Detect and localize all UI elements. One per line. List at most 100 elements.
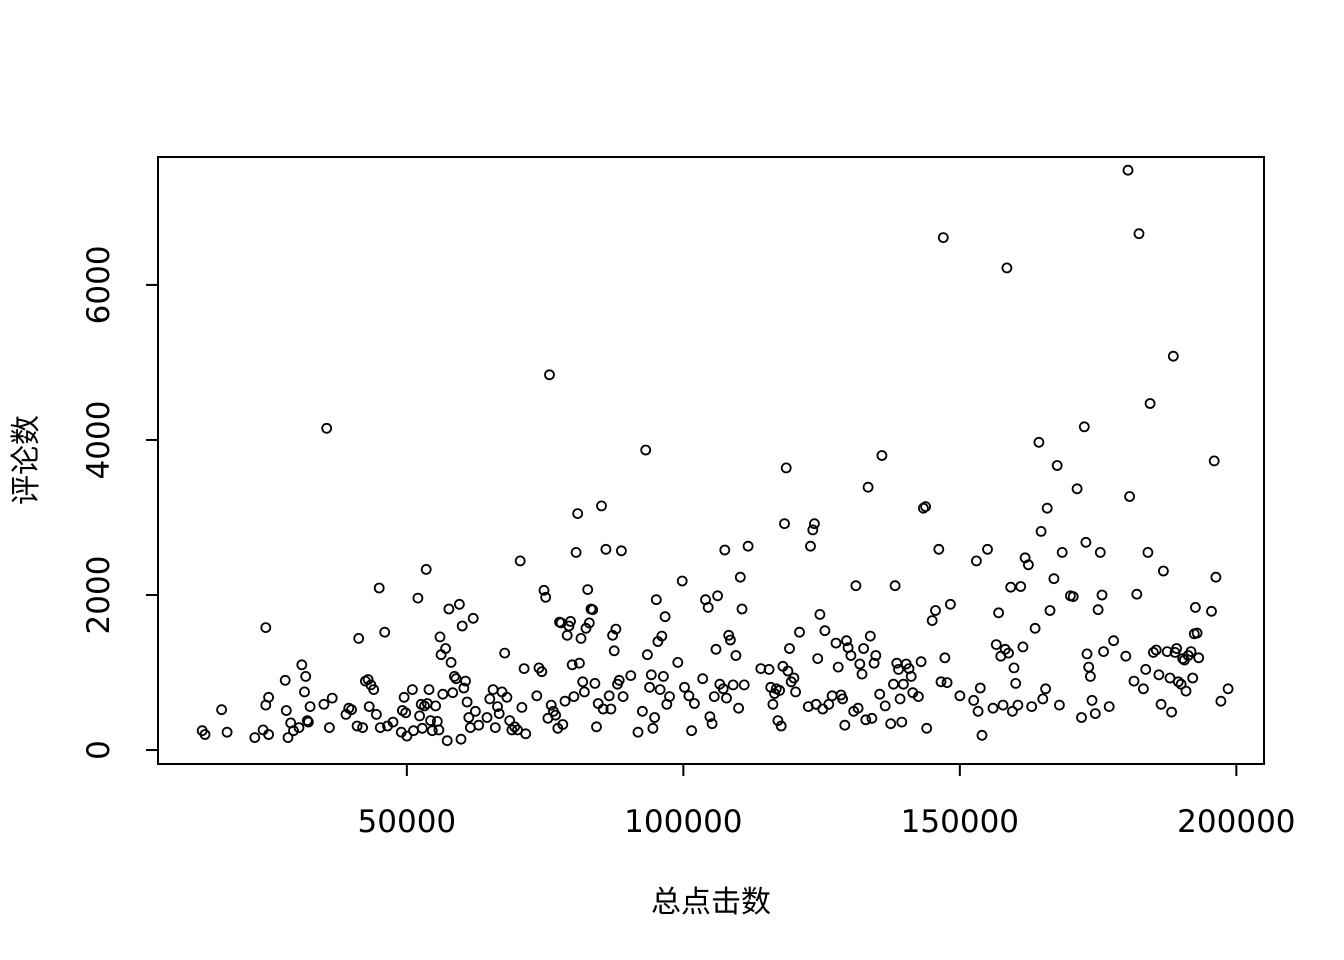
data-point <box>509 721 521 733</box>
data-point <box>582 584 594 595</box>
data-point <box>654 684 666 695</box>
data-point <box>1054 699 1065 711</box>
data-point <box>987 702 999 714</box>
data-point <box>1007 705 1018 717</box>
data-point <box>852 702 864 714</box>
data-point <box>516 702 528 713</box>
data-point <box>640 444 652 456</box>
data-point <box>659 611 671 623</box>
data-point <box>647 722 659 734</box>
data-point <box>293 722 305 733</box>
data-point <box>1033 436 1045 448</box>
data-point <box>734 571 746 583</box>
data-point <box>830 637 842 649</box>
data-point <box>1071 483 1083 495</box>
data-point <box>408 725 419 737</box>
data-point <box>487 684 499 695</box>
data-point <box>1003 647 1014 659</box>
data-point <box>794 626 805 638</box>
data-point <box>672 657 684 668</box>
data-point <box>642 649 653 661</box>
data-point <box>921 722 933 734</box>
data-point <box>866 712 878 724</box>
data-point <box>1222 683 1234 695</box>
data-point <box>296 659 308 671</box>
data-point <box>774 685 785 696</box>
data-point <box>499 647 511 659</box>
data-point <box>971 555 982 567</box>
x-axis: 50000 100000 150000 200000 <box>358 763 1296 840</box>
data-point <box>893 664 904 675</box>
data-point <box>443 603 455 615</box>
data-point <box>1124 491 1135 502</box>
data-point <box>1010 678 1022 689</box>
data-point <box>557 719 569 730</box>
data-point <box>1078 421 1090 433</box>
data-point <box>1015 581 1027 592</box>
data-point <box>1098 646 1109 657</box>
data-point <box>742 540 754 552</box>
data-point <box>520 728 532 740</box>
data-point <box>563 620 575 632</box>
data-point <box>531 690 543 702</box>
data-point <box>469 705 481 717</box>
data-point <box>1086 695 1098 706</box>
data-point <box>605 703 617 715</box>
data-point <box>767 698 779 710</box>
data-point <box>704 711 716 723</box>
data-point <box>1133 228 1145 240</box>
data-point <box>839 719 851 731</box>
data-point <box>941 677 953 688</box>
data-point <box>433 724 445 736</box>
data-point <box>1142 547 1154 558</box>
data-point <box>1138 683 1149 695</box>
data-point <box>260 622 272 633</box>
data-point <box>644 681 655 693</box>
data-point <box>587 604 599 616</box>
data-point <box>879 700 891 712</box>
data-point <box>506 724 518 736</box>
data-point <box>858 643 869 654</box>
data-point <box>1153 669 1165 681</box>
data-point <box>1167 350 1179 362</box>
data-point <box>592 698 604 709</box>
data-point <box>456 620 468 632</box>
data-point <box>736 603 748 615</box>
data-point <box>826 690 838 702</box>
data-point <box>545 699 557 711</box>
data-point <box>561 629 573 641</box>
data-point <box>580 622 592 634</box>
data-point <box>579 686 590 698</box>
data-point <box>972 705 984 717</box>
data-point <box>416 722 428 734</box>
data-point <box>458 682 470 694</box>
x-tick-label: 50000 <box>358 804 457 840</box>
data-point <box>719 544 731 556</box>
data-point <box>370 709 382 720</box>
data-point <box>437 688 449 700</box>
data-point <box>933 543 945 555</box>
data-point <box>837 693 848 705</box>
data-point <box>935 676 947 688</box>
data-point <box>1081 648 1093 660</box>
data-point <box>860 714 872 726</box>
data-point <box>1103 701 1115 712</box>
data-point <box>304 701 316 712</box>
data-point <box>679 681 690 693</box>
data-point <box>570 547 582 558</box>
data-point <box>318 698 330 710</box>
data-point <box>613 674 625 686</box>
data-point <box>1144 398 1156 409</box>
data-point <box>1122 164 1134 176</box>
data-point <box>1056 547 1068 558</box>
data-point <box>536 666 548 678</box>
x-tick-label: 100000 <box>624 804 742 840</box>
data-point <box>889 580 901 592</box>
data-point <box>885 718 897 730</box>
data-point <box>387 716 399 728</box>
data-point <box>430 700 442 712</box>
data-point <box>288 725 299 737</box>
data-point <box>874 688 886 700</box>
data-point <box>353 633 365 644</box>
